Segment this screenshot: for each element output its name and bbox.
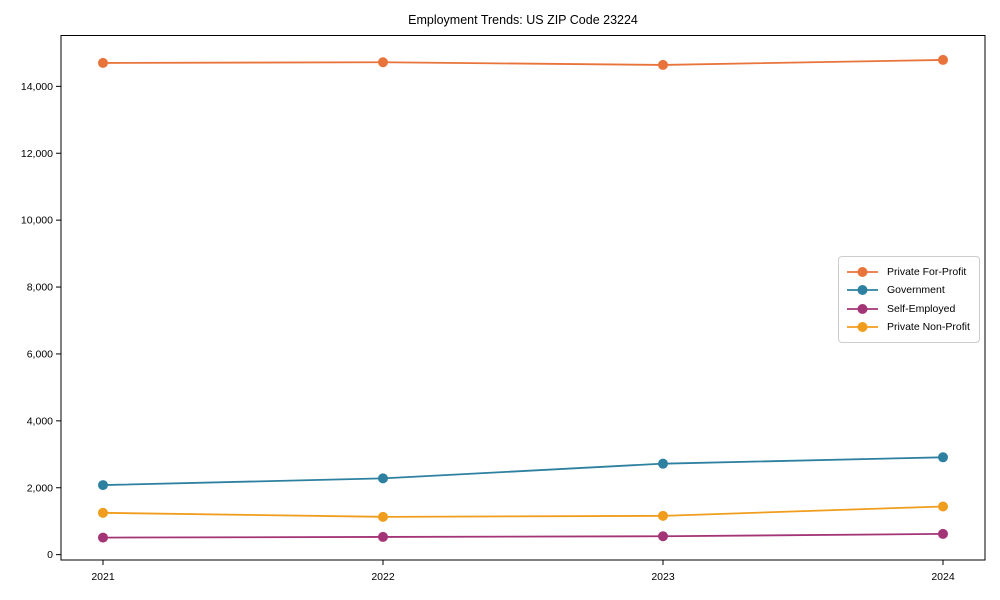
chart-title: Employment Trends: US ZIP Code 23224	[408, 13, 638, 27]
x-axis-tick-label: 2022	[371, 571, 395, 583]
y-axis-tick-label: 2,000	[27, 482, 53, 494]
y-axis-tick-label: 10,000	[21, 215, 53, 227]
legend-label: Private Non-Profit	[887, 321, 970, 334]
y-axis-tick-label: 14,000	[21, 81, 53, 93]
data-point-marker-private-non-profit	[378, 511, 388, 522]
legend-line-marker-icon	[847, 303, 878, 314]
data-point-marker-self-employed	[658, 531, 668, 542]
series-line-private-non-profit	[102, 505, 944, 518]
data-point-marker-private-for-profit	[938, 54, 948, 65]
series-line-self-employed	[102, 533, 944, 539]
data-point-marker-self-employed	[938, 528, 948, 539]
data-point-marker-private-non-profit	[938, 501, 948, 512]
data-point-marker-government	[658, 458, 668, 469]
x-axis-tick-label: 2024	[931, 571, 955, 583]
legend-label: Government	[887, 284, 945, 297]
y-axis-tick-label: 12,000	[21, 148, 53, 160]
series-line-private-for-profit	[102, 59, 944, 66]
data-point-marker-private-for-profit	[378, 57, 388, 68]
data-point-marker-government	[378, 473, 388, 484]
legend-line-marker-icon	[847, 266, 878, 277]
data-point-marker-self-employed	[378, 531, 388, 542]
legend-item-private-for-profit: Private For-Profit	[846, 266, 972, 278]
plot-frame	[60, 35, 986, 561]
data-point-marker-self-employed	[98, 532, 108, 543]
x-axis-tick-label: 2021	[91, 571, 115, 583]
y-axis-tick-label: 4,000	[27, 415, 53, 427]
legend-label: Self-Employed	[887, 302, 956, 315]
legend-label: Private For-Profit	[887, 265, 967, 278]
legend-item-private-non-profit: Private Non-Profit	[846, 321, 972, 333]
data-point-marker-private-for-profit	[658, 59, 668, 70]
legend-item-self-employed: Self-Employed	[846, 303, 972, 315]
data-point-marker-government	[938, 452, 948, 463]
y-axis-tick-label: 8,000	[27, 282, 53, 294]
y-axis-tick-label: 0	[47, 549, 53, 561]
data-point-marker-private-for-profit	[98, 57, 108, 68]
legend-line-marker-icon	[847, 285, 878, 296]
legend: Private For-Profit Government Self-Emplo…	[838, 256, 980, 343]
y-axis-tick-label: 6,000	[27, 349, 53, 361]
data-point-marker-government	[98, 480, 108, 491]
x-axis-tick-label: 2023	[651, 571, 675, 583]
data-point-marker-private-non-profit	[98, 507, 108, 518]
series-line-government	[102, 456, 944, 486]
data-point-marker-private-non-profit	[658, 510, 668, 521]
legend-line-marker-icon	[847, 322, 878, 333]
legend-item-government: Government	[846, 284, 972, 296]
